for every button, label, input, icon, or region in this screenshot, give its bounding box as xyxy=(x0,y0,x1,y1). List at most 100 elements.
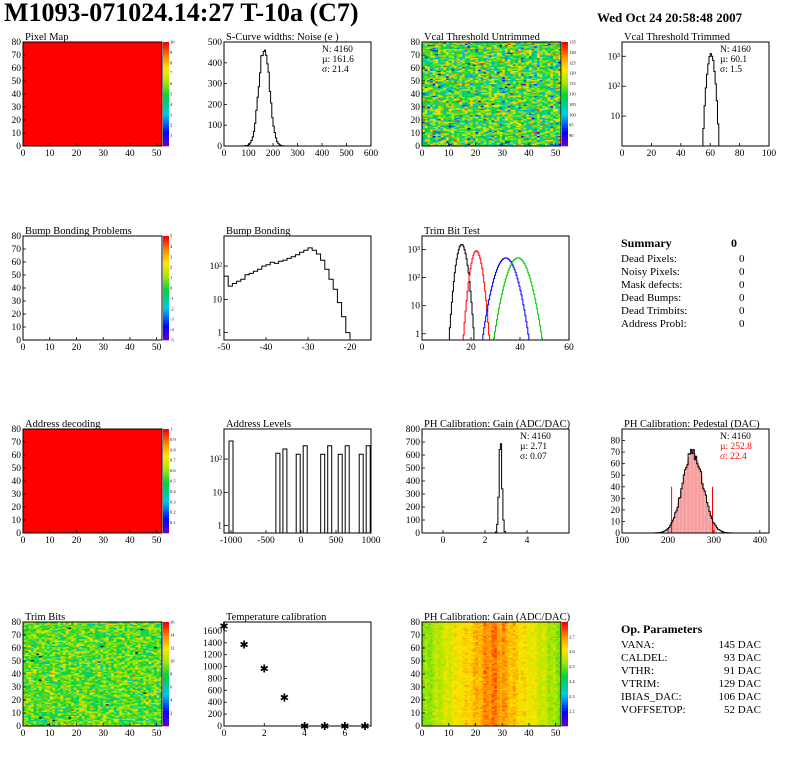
heatmap-cell xyxy=(467,79,471,82)
heatmap-cell xyxy=(440,92,444,95)
y-tick-label: 0 xyxy=(16,142,21,152)
heatmap-cell xyxy=(422,74,426,77)
heatmap-cell xyxy=(462,121,466,123)
heatmap-cell xyxy=(472,61,476,64)
heatmap-cell xyxy=(422,142,426,144)
heatmap-cell xyxy=(448,122,452,125)
heatmap-cell xyxy=(438,117,442,120)
heatmap-cell xyxy=(494,101,498,104)
heatmap-cell xyxy=(456,65,460,68)
heatmap-cell xyxy=(432,73,436,75)
chart-title: Bump Bonding Problems xyxy=(25,226,132,237)
heatmap-cell xyxy=(464,110,468,113)
heatmap-cell xyxy=(504,125,508,127)
heatmap-cell xyxy=(432,130,436,133)
heatmap-cell xyxy=(512,138,516,140)
heatmap-cell xyxy=(443,64,447,66)
heatmap-cell xyxy=(470,66,474,69)
heatmap-cell xyxy=(448,103,452,105)
heatmap-cell xyxy=(446,92,450,95)
heatmap-cell xyxy=(496,69,500,71)
heatmap-cell xyxy=(462,129,466,131)
heatmap-cell xyxy=(472,117,476,120)
histogram-bar xyxy=(702,483,704,534)
heatmap-cell xyxy=(496,109,500,112)
heatmap-cell xyxy=(475,139,479,142)
heatmap-cell xyxy=(427,78,431,81)
heatmap-cell xyxy=(448,143,452,146)
colorbar-label: -1 xyxy=(170,296,174,301)
heatmap-cell xyxy=(472,127,476,130)
stats-line: µ: 60.1 xyxy=(720,55,747,65)
heatmap-cell xyxy=(430,65,434,68)
heatmap-cell xyxy=(470,91,474,94)
heatmap-cell xyxy=(438,95,442,97)
heatmap-cell xyxy=(472,114,476,117)
x-tick-label: 40 xyxy=(676,149,686,159)
heatmap-cell xyxy=(440,108,444,110)
heatmap-fill xyxy=(23,42,162,146)
colorbar-cell xyxy=(163,47,169,51)
heatmap-cell xyxy=(507,42,511,44)
heatmap-cell xyxy=(478,61,482,64)
heatmap-cell xyxy=(427,42,431,44)
heatmap-cell xyxy=(443,94,447,96)
heatmap-cell xyxy=(446,134,450,136)
colorbar-cell xyxy=(163,243,169,247)
heatmap-cell xyxy=(443,78,447,81)
heatmap-cell xyxy=(499,100,503,103)
heatmap-cell xyxy=(504,83,508,86)
heatmap-cell xyxy=(475,58,479,61)
heatmap-cell xyxy=(515,133,519,135)
heatmap-cell xyxy=(424,77,428,79)
heatmap-cell xyxy=(432,113,436,116)
heatmap-cell xyxy=(424,81,428,83)
heatmap-cell xyxy=(454,135,458,138)
heatmap-cell xyxy=(483,90,487,92)
heatmap-cell xyxy=(454,74,458,77)
heatmap-cell xyxy=(435,125,439,127)
heatmap-cell xyxy=(486,43,490,45)
heatmap-cell xyxy=(440,127,444,130)
colorbar-cell xyxy=(562,143,568,147)
heatmap-cell xyxy=(488,100,492,103)
heatmap-cell xyxy=(462,136,466,139)
heatmap-cell xyxy=(459,77,463,79)
heatmap-cell xyxy=(446,78,450,81)
heatmap-cell xyxy=(510,60,514,62)
chart-title: Trim Bit Test xyxy=(424,226,480,237)
heatmap-cell xyxy=(512,68,516,70)
heatmap-cell xyxy=(475,77,479,79)
heatmap-cell xyxy=(430,133,434,135)
chart-address-decoding: Address decoding0.10.20.30.40.50.60.70.8… xyxy=(12,419,177,546)
heatmap-cell xyxy=(483,136,487,139)
heatmap-cell xyxy=(470,143,474,146)
heatmap-cell xyxy=(470,79,474,82)
heatmap-cell xyxy=(483,100,487,103)
heatmap-cell xyxy=(472,73,476,75)
heatmap-cell xyxy=(502,99,506,101)
colorbar-cell xyxy=(163,285,169,289)
heatmap-cell xyxy=(424,112,428,114)
heatmap-cell xyxy=(424,87,428,90)
heatmap-cell xyxy=(483,99,487,101)
heatmap-cell xyxy=(459,110,463,113)
y-tick-label: 500 xyxy=(406,464,421,474)
y-tick-label: 10² xyxy=(608,82,621,92)
heatmap-cell xyxy=(480,136,484,139)
heatmap-cell xyxy=(422,125,426,127)
heatmap-cell xyxy=(443,57,447,60)
heatmap-cell xyxy=(438,75,442,78)
heatmap-cell xyxy=(430,129,434,131)
heatmap-cell xyxy=(459,56,463,58)
heatmap-cell xyxy=(488,121,492,123)
heatmap-cell xyxy=(499,61,503,64)
heatmap-cell xyxy=(454,77,458,79)
heatmap-cell xyxy=(480,70,484,73)
heatmap-cell xyxy=(488,140,492,143)
heatmap-cell xyxy=(499,129,503,131)
colorbar-cell xyxy=(163,496,169,500)
heatmap-cell xyxy=(451,136,455,139)
heatmap-cell xyxy=(427,88,431,91)
heatmap-cell xyxy=(464,127,468,130)
